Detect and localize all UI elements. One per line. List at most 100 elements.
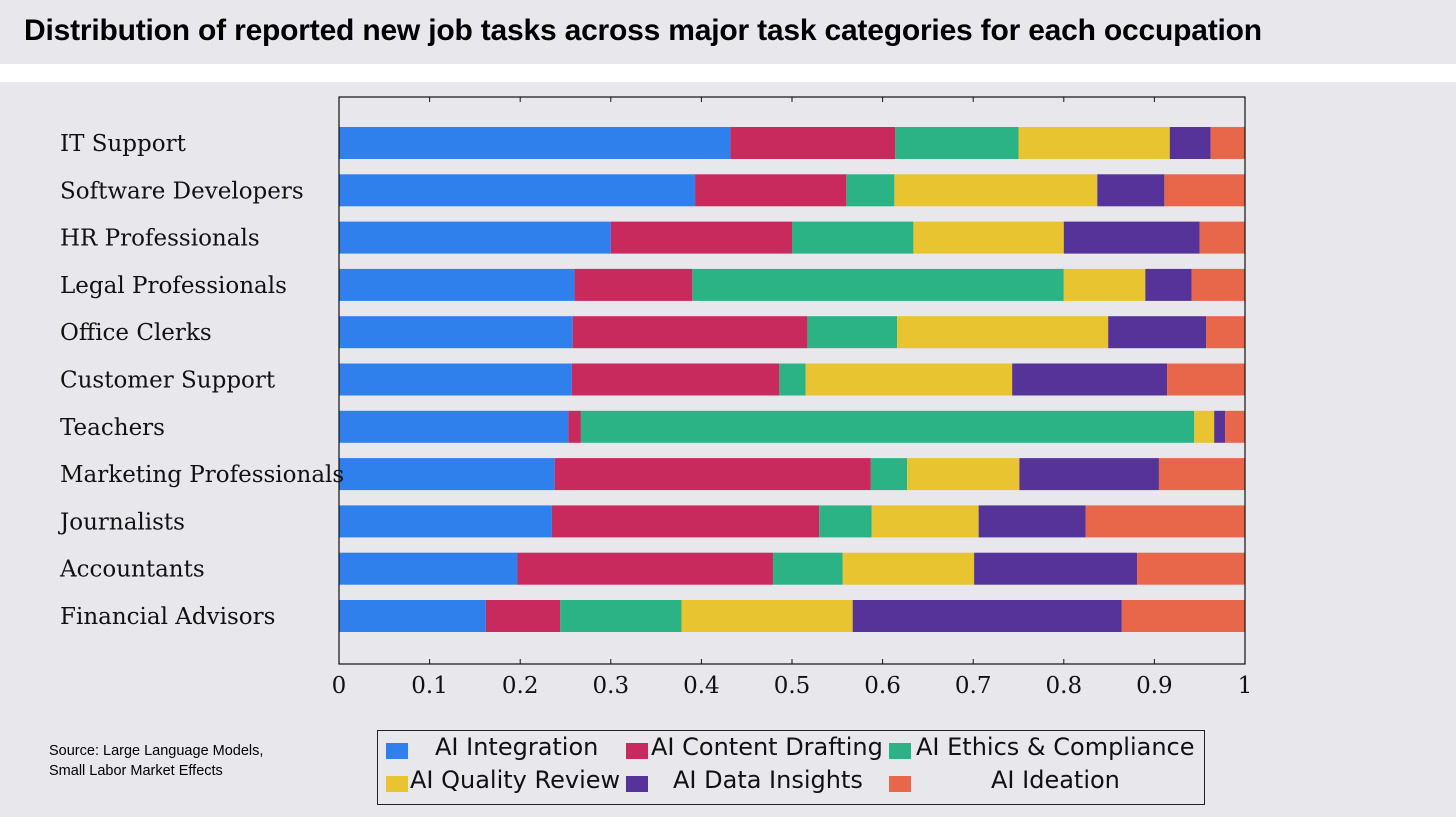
chart-title: Distribution of reported new job tasks a…	[24, 14, 1262, 47]
x-tick-label: 1	[1238, 673, 1253, 699]
legend-label: AI Integration	[435, 733, 599, 761]
legend-swatch	[889, 743, 911, 759]
legend-label: AI Data Insights	[673, 766, 863, 794]
category-label: Legal Professionals	[60, 273, 287, 299]
category-label: Financial Advisors	[60, 604, 275, 630]
bar-ai-ethics-compliance-financial-advisors	[560, 600, 682, 632]
bar-ai-integration-teachers	[339, 410, 569, 443]
bar-ai-data-insights-office-clerks	[1108, 316, 1207, 349]
bar-ai-data-insights-teachers	[1214, 410, 1226, 443]
bar-ai-data-insights-financial-advisors	[852, 600, 1122, 632]
bar-ai-content-drafting-legal-professionals	[574, 268, 693, 301]
bar-ai-quality-review-financial-advisors	[681, 600, 853, 632]
x-tick-label: 0.7	[955, 673, 992, 699]
category-label: HR Professionals	[60, 226, 260, 252]
bar-ai-ideation-hr-professionals	[1199, 221, 1245, 254]
bar-ai-content-drafting-customer-support	[571, 363, 780, 396]
bar-ai-quality-review-software-developers	[894, 174, 1098, 207]
bar-ai-quality-review-it-support	[1018, 127, 1170, 159]
bar-ai-ideation-software-developers	[1164, 174, 1245, 207]
bar-ai-data-insights-hr-professionals	[1063, 221, 1200, 254]
legend-label: AI Ideation	[991, 766, 1120, 794]
bar-ai-integration-software-developers	[339, 174, 696, 207]
x-tick-label: 0	[332, 673, 347, 699]
x-tick-label: 0.8	[1046, 673, 1083, 699]
category-label: Customer Support	[60, 368, 276, 394]
bar-ai-ideation-teachers	[1225, 410, 1245, 443]
bar-ai-content-drafting-hr-professionals	[610, 221, 792, 254]
bar-ai-ideation-financial-advisors	[1121, 600, 1245, 632]
bar-ai-ethics-compliance-office-clerks	[807, 316, 898, 349]
chart-legend: AI Integration AI Content Drafting AI Ethi…	[377, 730, 1205, 805]
bar-ai-ethics-compliance-hr-professionals	[792, 221, 914, 254]
bar-ai-integration-it-support	[339, 127, 731, 159]
legend-label: AI Quality Review	[410, 766, 621, 794]
category-label: Office Clerks	[60, 320, 212, 346]
x-tick-label: 0.4	[683, 673, 720, 699]
bar-ai-quality-review-journalists	[871, 505, 979, 538]
bar-ai-quality-review-legal-professionals	[1063, 268, 1146, 301]
bar-ai-integration-hr-professionals	[339, 221, 611, 254]
category-label: Journalists	[58, 509, 185, 535]
bar-ai-ethics-compliance-marketing-professionals	[870, 458, 908, 491]
category-label: Teachers	[60, 415, 165, 441]
x-tick-label: 0.6	[864, 673, 901, 699]
bar-ai-integration-customer-support	[339, 363, 572, 396]
bar-ai-ethics-compliance-customer-support	[779, 363, 806, 396]
legend-label: AI Ethics & Compliance	[916, 733, 1195, 761]
source-note: Source: Large Language Models, Small Lab…	[49, 743, 264, 779]
legend-label: AI Content Drafting	[651, 733, 883, 761]
category-label: Accountants	[59, 557, 205, 583]
bar-ai-integration-office-clerks	[339, 316, 573, 349]
bar-ai-data-insights-customer-support	[1012, 363, 1168, 396]
bar-ai-content-drafting-financial-advisors	[485, 600, 561, 632]
bar-ai-data-insights-accountants	[974, 552, 1138, 585]
x-tick-label: 0.1	[411, 673, 448, 699]
bar-ai-data-insights-legal-professionals	[1145, 268, 1192, 301]
bar-ai-quality-review-customer-support	[805, 363, 1013, 396]
legend-swatch	[626, 743, 648, 759]
bar-ai-ideation-office-clerks	[1206, 316, 1245, 349]
bar-ai-content-drafting-office-clerks	[572, 316, 808, 349]
bar-ai-ideation-accountants	[1137, 552, 1245, 585]
bar-ai-data-insights-journalists	[978, 505, 1086, 538]
x-tick-label: 0.5	[774, 673, 811, 699]
legend-swatch	[626, 776, 648, 792]
bar-ai-integration-legal-professionals	[339, 268, 575, 301]
bar-ai-integration-accountants	[339, 552, 518, 585]
bar-ai-ethics-compliance-software-developers	[846, 174, 895, 207]
bar-ai-ethics-compliance-accountants	[772, 552, 843, 585]
bar-ai-integration-journalists	[339, 505, 552, 538]
legend-swatch	[386, 776, 408, 792]
category-label: Marketing Professionals	[60, 462, 344, 488]
category-label: Software Developers	[60, 178, 304, 204]
legend-swatch	[386, 743, 408, 759]
bar-ai-content-drafting-it-support	[730, 127, 896, 159]
bar-ai-integration-financial-advisors	[339, 600, 486, 632]
bar-ai-ideation-it-support	[1210, 127, 1245, 159]
bar-ai-content-drafting-teachers	[568, 410, 581, 443]
bar-ai-data-insights-marketing-professionals	[1019, 458, 1159, 491]
bar-ai-ideation-customer-support	[1167, 363, 1245, 396]
bar-ai-content-drafting-marketing-professionals	[554, 458, 871, 491]
x-tick-label: 0.3	[593, 673, 630, 699]
bar-ai-data-insights-software-developers	[1097, 174, 1165, 207]
bar-ai-content-drafting-journalists	[551, 505, 820, 538]
bar-ai-quality-review-hr-professionals	[913, 221, 1064, 254]
legend-swatch	[889, 776, 911, 792]
bar-ai-ethics-compliance-it-support	[895, 127, 1019, 159]
bar-ai-quality-review-marketing-professionals	[907, 458, 1020, 491]
divider-strip	[0, 64, 1456, 82]
x-tick-label: 0.9	[1136, 673, 1173, 699]
stacked-bar-chart: IT Support Software Developers HR Professi…	[58, 96, 1253, 699]
bar-ai-ethics-compliance-teachers	[580, 410, 1195, 443]
bar-ai-content-drafting-accountants	[517, 552, 773, 585]
bar-ai-ethics-compliance-journalists	[819, 505, 872, 538]
title-bar: Distribution of reported new job tasks a…	[0, 0, 1456, 64]
bar-ai-ethics-compliance-legal-professionals	[692, 268, 1064, 301]
bar-ai-ideation-legal-professionals	[1191, 268, 1245, 301]
bar-ai-integration-marketing-professionals	[339, 458, 555, 491]
category-label: IT Support	[60, 131, 187, 157]
bar-ai-ideation-marketing-professionals	[1158, 458, 1245, 491]
bar-ai-quality-review-office-clerks	[897, 316, 1109, 349]
